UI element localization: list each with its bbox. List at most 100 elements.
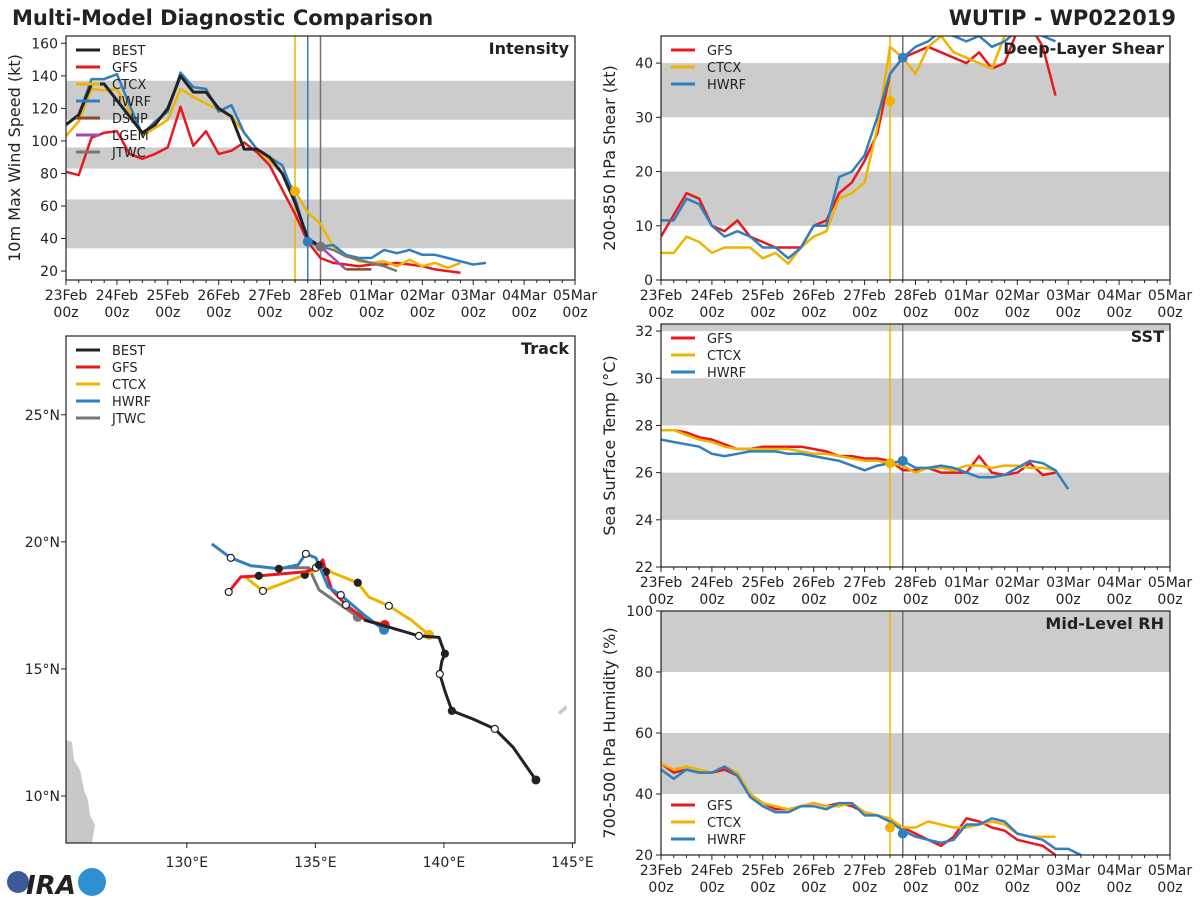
- track-point: [384, 601, 393, 610]
- x-tick-label: 28Feb: [299, 288, 342, 304]
- y-tick-label: 28: [635, 418, 653, 434]
- x-tick-hour: 00z: [1157, 305, 1182, 321]
- x-tick-label: 03Mar: [451, 288, 495, 304]
- x-tick-label: 26Feb: [792, 288, 835, 304]
- x-tick-label: 01Mar: [944, 288, 988, 304]
- shaded-band: [661, 611, 1170, 672]
- track-point: [336, 590, 345, 600]
- y-tick-label: 30: [635, 110, 653, 126]
- x-tick-label: 140°E: [423, 855, 466, 871]
- legend-label-hwrf: HWRF: [112, 95, 151, 110]
- x-tick-hour: 00z: [903, 305, 928, 321]
- x-tick-hour: 00z: [750, 880, 775, 896]
- x-tick-hour: 00z: [954, 880, 979, 896]
- x-tick-hour: 00z: [801, 305, 826, 321]
- legend-label-gfs: GFS: [112, 361, 138, 376]
- series-ctcx: [661, 36, 1008, 265]
- series-gfs: [661, 428, 1056, 477]
- x-tick-label: 27Feb: [843, 575, 886, 591]
- x-tick-label: 01Mar: [944, 863, 988, 879]
- x-tick-label: 04Mar: [502, 288, 546, 304]
- x-tick-label: 27Feb: [843, 863, 886, 879]
- plot-area: [66, 36, 575, 280]
- legend-label-dshp: DSHP: [112, 112, 148, 127]
- land-mass: [558, 705, 567, 715]
- x-tick-label: 23Feb: [640, 288, 683, 304]
- panel-intensity: 2040608010012014016023Feb00z24Feb00z25Fe…: [5, 35, 597, 321]
- legend-label-jtwc: JTWC: [111, 146, 146, 161]
- track-point: [490, 724, 499, 733]
- legend-label-gfs: GFS: [707, 332, 733, 347]
- marker-jtwc: [315, 241, 326, 252]
- track-best: [363, 618, 538, 781]
- cira-logo: IRA: [7, 868, 106, 900]
- x-tick-label: 05Mar: [1148, 288, 1192, 304]
- y-axis-label: 10m Max Wind Speed (kt): [5, 54, 24, 262]
- legend-label-ctcx: CTCX: [707, 349, 741, 364]
- x-tick-hour: 00z: [852, 880, 877, 896]
- panel-title: Deep-Layer Shear: [1003, 39, 1164, 58]
- y-tick-label: 20: [635, 848, 653, 864]
- y-tick-label: 100: [626, 604, 653, 620]
- marker-hwrf: [897, 828, 908, 839]
- y-axis-label: Sea Surface Temp (°C): [600, 355, 619, 535]
- marker-hwrf: [897, 52, 908, 63]
- legend-label-hwrf: HWRF: [112, 395, 151, 410]
- y-tick-label: 60: [40, 199, 58, 215]
- x-tick-label: 05Mar: [1148, 863, 1192, 879]
- series-hwrf: [661, 765, 1082, 855]
- plot-area: [661, 611, 1170, 855]
- legend-label-hwrf: HWRF: [707, 833, 746, 848]
- y-tick-label: 120: [31, 101, 58, 117]
- marker-ctcx: [885, 822, 896, 833]
- figure-title: Multi-Model Diagnostic Comparison: [12, 6, 433, 30]
- x-tick-hour: 00z: [954, 592, 979, 608]
- logo-seal-icon: [78, 868, 106, 896]
- storm-title: WUTIP - WP022019: [949, 6, 1176, 30]
- legend-label-hwrf: HWRF: [707, 78, 746, 93]
- panel-title: Track: [521, 339, 569, 358]
- x-tick-label: 23Feb: [640, 863, 683, 879]
- panel-title: Mid-Level RH: [1045, 614, 1164, 633]
- x-tick-label: 27Feb: [248, 288, 291, 304]
- x-tick-hour: 00z: [1107, 305, 1132, 321]
- x-tick-label: 28Feb: [894, 575, 937, 591]
- plot-area: [66, 542, 567, 843]
- plot-frame: [660, 323, 1171, 568]
- track-point: [440, 649, 450, 658]
- legend-label-hwrf: HWRF: [707, 366, 746, 381]
- logo-text: IRA: [26, 871, 76, 900]
- x-tick-label: 28Feb: [894, 863, 937, 879]
- series-gfs: [661, 36, 1057, 249]
- x-tick-hour: 00z: [1005, 305, 1030, 321]
- x-tick-label: 01Mar: [944, 575, 988, 591]
- x-tick-label: 03Mar: [1046, 575, 1090, 591]
- y-tick-label: 25°N: [25, 408, 60, 424]
- legend-label-ctcx: CTCX: [112, 78, 146, 93]
- plot-frame: [660, 610, 1171, 856]
- x-tick-label: 145°E: [551, 855, 594, 871]
- track-point: [447, 706, 456, 715]
- x-tick-hour: 00z: [1157, 592, 1182, 608]
- legend-label-ctcx: CTCX: [112, 378, 146, 393]
- x-tick-label: 24Feb: [691, 863, 734, 879]
- x-tick-hour: 00z: [1056, 880, 1081, 896]
- track-point: [254, 571, 263, 581]
- panel-title: SST: [1131, 327, 1164, 346]
- x-tick-label: 05Mar: [1148, 575, 1192, 591]
- legend-label-best: BEST: [112, 44, 145, 59]
- x-tick-hour: 00z: [648, 305, 673, 321]
- legend-label-jtwc: JTWC: [111, 412, 146, 427]
- track-jtwc: [283, 566, 359, 619]
- y-tick-label: 20: [635, 165, 653, 181]
- legend-label-ctcx: CTCX: [707, 816, 741, 831]
- land-mass: [66, 740, 95, 843]
- track-point: [301, 549, 310, 558]
- x-tick-label: 04Mar: [1097, 575, 1141, 591]
- y-tick-label: 10°N: [25, 789, 60, 805]
- panel-title: Intensity: [489, 39, 570, 58]
- track-gfs: [227, 558, 386, 627]
- legend-label-gfs: GFS: [112, 61, 138, 76]
- x-tick-label: 28Feb: [894, 288, 937, 304]
